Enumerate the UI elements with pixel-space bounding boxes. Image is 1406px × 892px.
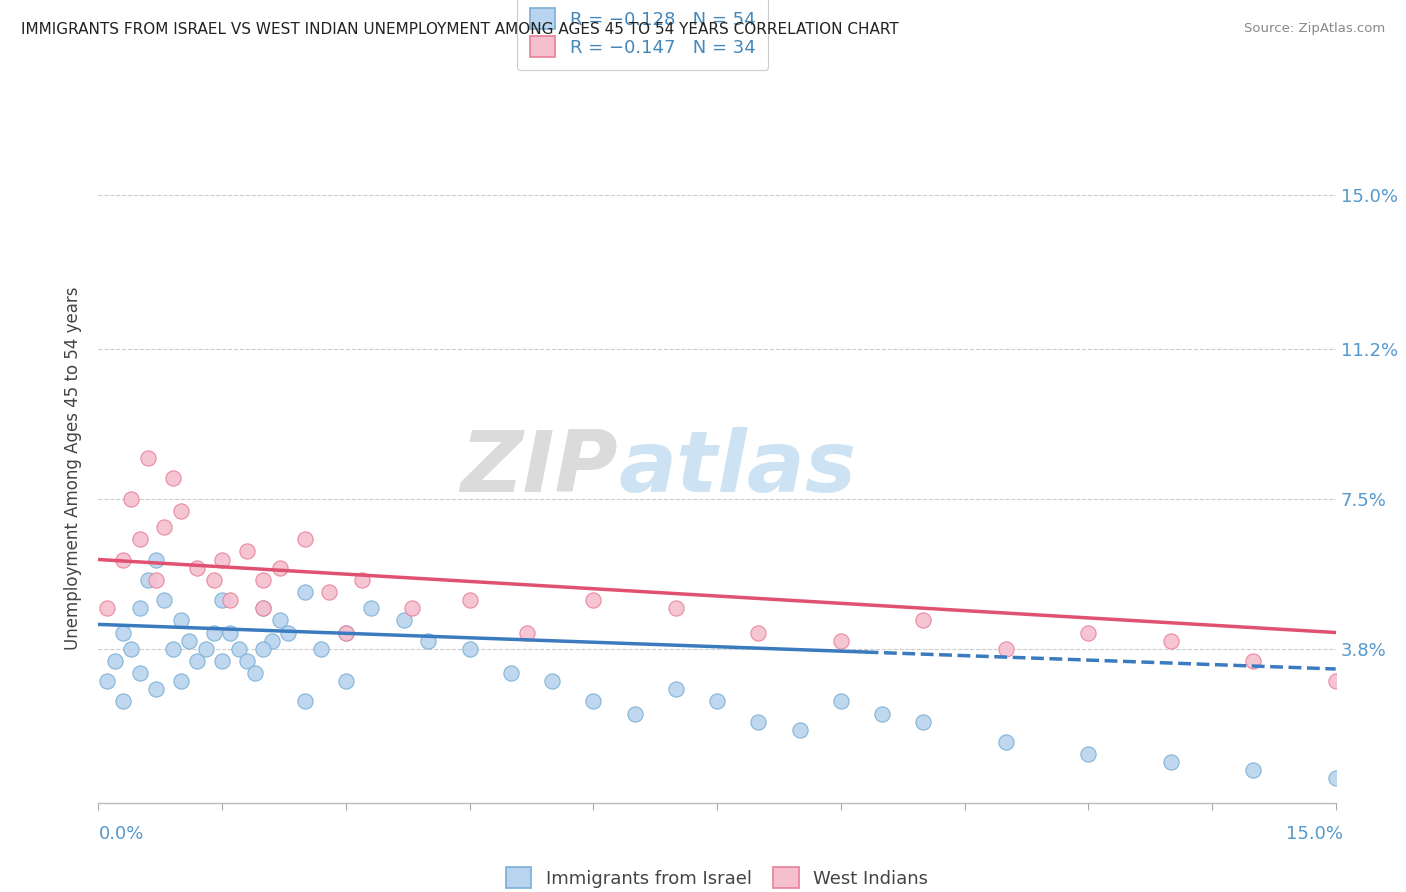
Point	[194, 641, 217, 656]
Point	[211, 552, 233, 566]
Point	[1077, 625, 1099, 640]
Point	[870, 706, 893, 721]
Point	[392, 613, 415, 627]
Point	[269, 560, 291, 574]
Point	[112, 552, 135, 566]
Point	[1324, 772, 1347, 786]
Point	[170, 504, 193, 518]
Point	[145, 573, 167, 587]
Point	[458, 593, 481, 607]
Point	[912, 714, 935, 729]
Point	[228, 641, 250, 656]
Point	[252, 573, 274, 587]
Point	[145, 682, 167, 697]
Text: 15.0%: 15.0%	[1285, 825, 1343, 843]
Point	[136, 451, 159, 466]
Point	[277, 625, 299, 640]
Point	[747, 625, 769, 640]
Point	[335, 625, 357, 640]
Point	[202, 573, 225, 587]
Point	[170, 613, 193, 627]
Point	[582, 593, 605, 607]
Point	[623, 706, 645, 721]
Point	[145, 552, 167, 566]
Point	[112, 694, 135, 708]
Point	[1241, 764, 1264, 778]
Point	[236, 654, 259, 668]
Point	[582, 694, 605, 708]
Point	[352, 573, 374, 587]
Point	[1324, 674, 1347, 689]
Y-axis label: Unemployment Among Ages 45 to 54 years: Unemployment Among Ages 45 to 54 years	[65, 286, 83, 650]
Text: ZIP: ZIP	[460, 426, 619, 510]
Point	[499, 666, 522, 681]
Point	[136, 573, 159, 587]
Legend: Immigrants from Israel, West Indians: Immigrants from Israel, West Indians	[494, 855, 941, 892]
Point	[252, 601, 274, 615]
Point	[1241, 654, 1264, 668]
Point	[219, 625, 242, 640]
Text: Source: ZipAtlas.com: Source: ZipAtlas.com	[1244, 22, 1385, 36]
Point	[747, 714, 769, 729]
Point	[789, 723, 811, 737]
Point	[186, 560, 208, 574]
Point	[202, 625, 225, 640]
Point	[128, 601, 150, 615]
Point	[516, 625, 538, 640]
Point	[243, 666, 266, 681]
Text: 0.0%: 0.0%	[98, 825, 143, 843]
Point	[912, 613, 935, 627]
Point	[994, 735, 1017, 749]
Point	[186, 654, 208, 668]
Text: IMMIGRANTS FROM ISRAEL VS WEST INDIAN UNEMPLOYMENT AMONG AGES 45 TO 54 YEARS COR: IMMIGRANTS FROM ISRAEL VS WEST INDIAN UN…	[21, 22, 898, 37]
Point	[1160, 633, 1182, 648]
Point	[458, 641, 481, 656]
Point	[128, 533, 150, 547]
Point	[335, 674, 357, 689]
Point	[96, 674, 118, 689]
Point	[335, 625, 357, 640]
Point	[994, 641, 1017, 656]
Point	[706, 694, 728, 708]
Point	[318, 585, 340, 599]
Point	[211, 593, 233, 607]
Point	[830, 694, 852, 708]
Point	[120, 491, 142, 506]
Point	[665, 682, 688, 697]
Point	[294, 694, 316, 708]
Point	[153, 520, 176, 534]
Point	[170, 674, 193, 689]
Point	[104, 654, 127, 668]
Point	[252, 641, 274, 656]
Point	[162, 471, 184, 485]
Point	[1160, 756, 1182, 770]
Point	[211, 654, 233, 668]
Point	[294, 533, 316, 547]
Text: atlas: atlas	[619, 426, 856, 510]
Point	[236, 544, 259, 558]
Point	[112, 625, 135, 640]
Point	[830, 633, 852, 648]
Point	[360, 601, 382, 615]
Point	[294, 585, 316, 599]
Point	[162, 641, 184, 656]
Point	[128, 666, 150, 681]
Point	[309, 641, 332, 656]
Point	[260, 633, 283, 648]
Point	[153, 593, 176, 607]
Point	[252, 601, 274, 615]
Point	[401, 601, 423, 615]
Point	[96, 601, 118, 615]
Point	[219, 593, 242, 607]
Point	[179, 633, 201, 648]
Point	[120, 641, 142, 656]
Point	[1077, 747, 1099, 761]
Point	[418, 633, 440, 648]
Point	[269, 613, 291, 627]
Point	[665, 601, 688, 615]
Point	[541, 674, 564, 689]
